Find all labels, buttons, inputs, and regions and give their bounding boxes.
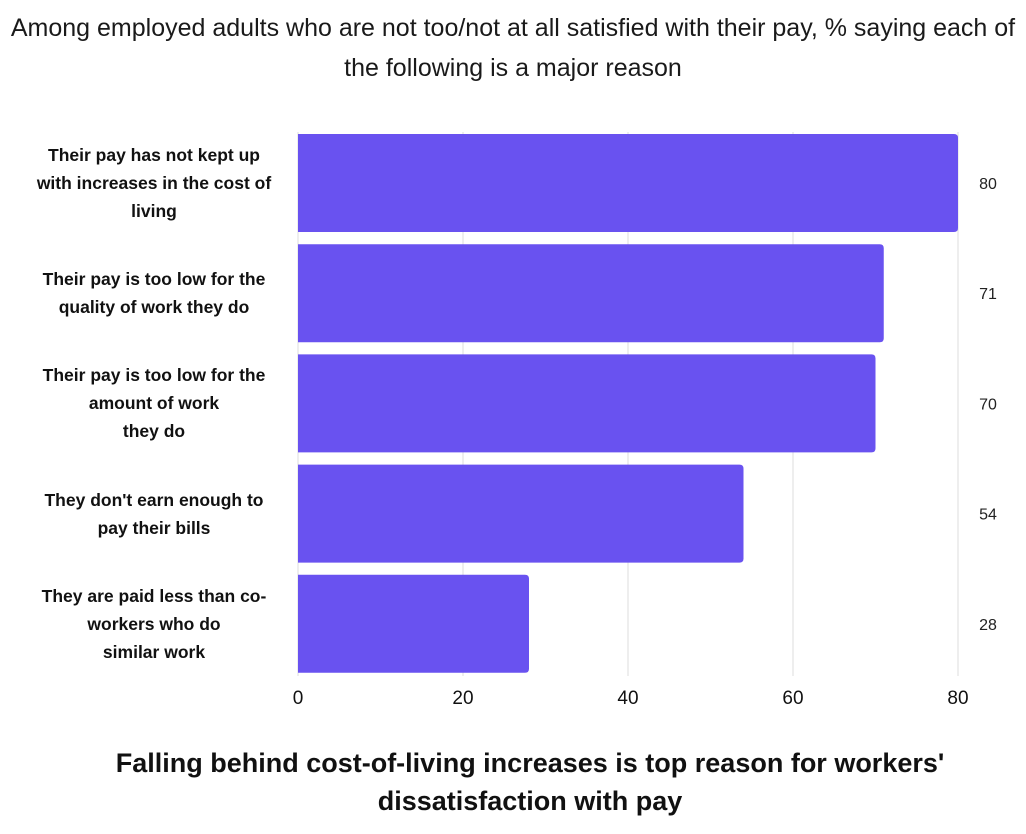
value-label-3: 70 <box>979 396 997 413</box>
category-label-line: workers who do <box>87 613 221 634</box>
category-label-4: They don't earn enough to pay their bills <box>22 486 286 542</box>
category-label-5: They are paid less than co-workers who d… <box>22 582 286 666</box>
category-label-2: Their pay is too low for the quality of w… <box>22 265 286 321</box>
category-label-line: quality of work they do <box>58 297 250 318</box>
bar-3 <box>298 354 876 453</box>
value-label-2: 71 <box>979 286 997 303</box>
x-tick-label: 20 <box>452 688 473 709</box>
category-label-line: similar work <box>102 641 206 662</box>
x-tick-label: 0 <box>293 688 304 709</box>
category-label-3: Their pay is too low for the amount of wo… <box>22 361 286 445</box>
category-label-1: Their pay has not kept up with increases … <box>22 141 286 225</box>
bar-4 <box>298 464 744 563</box>
value-label-1: 80 <box>979 176 997 193</box>
category-label-line: pay their bills <box>97 517 211 538</box>
bars <box>298 134 958 673</box>
category-label-line: they do <box>122 421 186 442</box>
category-label-line: amount of work <box>88 393 220 414</box>
bar-1 <box>298 134 958 232</box>
category-label-line: with increases in the cost of <box>36 173 272 193</box>
x-tick-label: 60 <box>782 688 803 709</box>
bar-5 <box>298 574 529 673</box>
x-tick-label: 80 <box>947 688 968 709</box>
x-tick-label: 40 <box>617 688 638 709</box>
category-label-line: They don't earn enough to <box>44 489 264 510</box>
chart-subtitle: Among employed adults who are not too/no… <box>10 14 1016 82</box>
category-label-line: Their pay is too low for the <box>42 365 266 386</box>
category-label-line: Their pay has not kept up <box>48 145 260 165</box>
value-label-5: 28 <box>979 617 997 634</box>
value-label-4: 54 <box>979 507 997 524</box>
bar-2 <box>298 244 884 343</box>
value-labels: 80 71 70 54 28 <box>979 176 997 634</box>
category-label-line: They are paid less than co- <box>41 585 267 606</box>
chart-title: Falling behind cost-of-living increases … <box>115 748 945 816</box>
category-label-line: living <box>131 201 177 221</box>
category-label-line: Their pay is too low for the <box>42 269 266 290</box>
x-axis-ticks: 0 20 40 60 80 <box>293 688 969 709</box>
